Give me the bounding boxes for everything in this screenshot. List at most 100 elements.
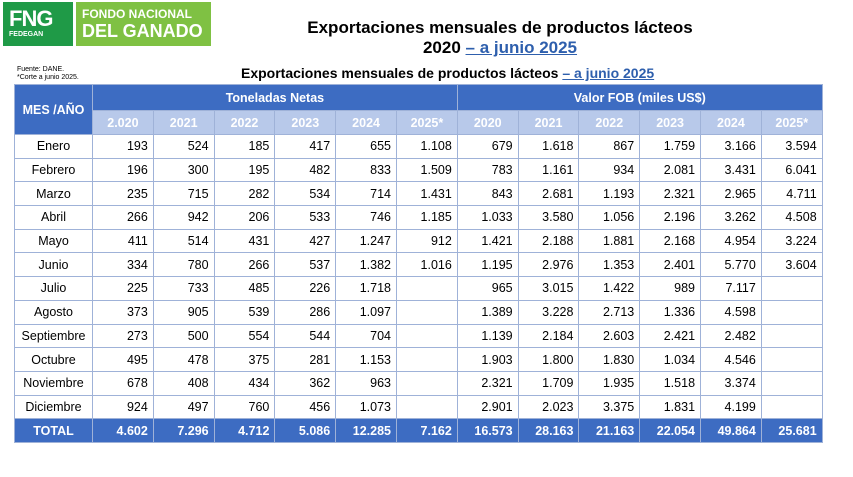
value-cell: 500 xyxy=(152,323,215,349)
value-cell: 1.033 xyxy=(456,205,519,230)
value-cell: 1.139 xyxy=(456,323,519,349)
value-cell: 843 xyxy=(456,181,519,207)
total-cell: 16.573 xyxy=(456,418,519,444)
value-cell: 3.431 xyxy=(700,157,762,183)
value-cell: 3.224 xyxy=(760,228,823,254)
value-cell: 300 xyxy=(152,157,215,183)
total-cell: 7.296 xyxy=(152,418,215,444)
table-title: Exportaciones mensuales de productos lác… xyxy=(241,65,654,81)
page-title: Exportaciones mensuales de productos lác… xyxy=(240,18,760,58)
title-period-link[interactable]: – a junio 2025 xyxy=(465,38,578,57)
value-cell xyxy=(395,394,458,420)
value-cell: 1.518 xyxy=(639,370,702,396)
value-cell: 1.759 xyxy=(639,134,702,159)
value-cell: 2.321 xyxy=(639,181,702,207)
value-cell: 1.422 xyxy=(578,276,641,301)
year-header-fob: 2023 xyxy=(639,110,702,135)
value-cell: 760 xyxy=(213,394,276,420)
value-cell: 485 xyxy=(213,276,276,301)
value-cell: 1.831 xyxy=(639,394,702,420)
value-cell: 1.800 xyxy=(517,347,580,372)
value-cell: 539 xyxy=(213,299,276,325)
table-row: Mayo 411 514 431 427 1.247 912 1.421 2.188 1.881 2… xyxy=(14,228,823,254)
total-cell: 4.602 xyxy=(92,418,154,444)
value-cell: 193 xyxy=(92,134,154,159)
value-cell: 3.604 xyxy=(760,252,823,278)
value-cell: 534 xyxy=(274,181,337,207)
total-cell: 22.054 xyxy=(639,418,702,444)
value-cell xyxy=(760,299,823,325)
value-cell: 3.580 xyxy=(517,205,580,230)
year-header-fob: 2022 xyxy=(578,110,641,135)
value-cell: 934 xyxy=(578,157,641,183)
value-cell: 1.618 xyxy=(517,134,580,159)
logo-line2: DEL GANADO xyxy=(82,21,203,41)
table-row: Diciembre 924 497 760 456 1.073 2.901 2.023 3.37… xyxy=(14,394,823,420)
value-cell xyxy=(395,370,458,396)
value-cell: 2.196 xyxy=(639,205,702,230)
year-header-fob: 2020 xyxy=(456,110,519,135)
table-row: Enero 193 524 185 417 655 1.108 679 1.618 867 1.75… xyxy=(14,134,823,159)
value-cell: 905 xyxy=(152,299,215,325)
value-cell: 2.901 xyxy=(456,394,519,420)
value-cell: 3.228 xyxy=(517,299,580,325)
month-cell: Agosto xyxy=(14,299,93,325)
value-cell: 362 xyxy=(274,370,337,396)
value-cell: 4.508 xyxy=(760,205,823,230)
table-row: Marzo 235 715 282 534 714 1.431 843 2.681 1.193 2.… xyxy=(14,181,823,207)
total-cell: 7.162 xyxy=(395,418,458,444)
logo-sub: FEDEGAN xyxy=(9,31,44,38)
value-cell: 225 xyxy=(92,276,154,301)
table-title-link[interactable]: – a junio 2025 xyxy=(562,65,655,81)
total-row: TOTAL 4.602 7.296 4.712 5.086 12.285 7.162 16.5… xyxy=(14,418,823,444)
value-cell: 3.374 xyxy=(700,370,762,396)
year-header-fob: 2021 xyxy=(517,110,580,135)
value-cell: 408 xyxy=(152,370,215,396)
year-header-tons: 2023 xyxy=(274,110,337,135)
value-cell: 1.389 xyxy=(456,299,519,325)
value-cell: 704 xyxy=(335,323,397,349)
exports-table: MES /AÑO Toneladas Netas Valor FOB (mile… xyxy=(14,84,823,444)
value-cell: 1.431 xyxy=(395,181,458,207)
value-cell: 1.718 xyxy=(335,276,397,301)
value-cell: 478 xyxy=(152,347,215,372)
value-cell: 1.185 xyxy=(395,205,458,230)
value-cell: 1.193 xyxy=(578,181,641,207)
value-cell: 1.353 xyxy=(578,252,641,278)
value-cell xyxy=(760,276,823,301)
value-cell: 497 xyxy=(152,394,215,420)
value-cell: 2.321 xyxy=(456,370,519,396)
value-cell: 524 xyxy=(152,134,215,159)
fng-logo-mark: FNG FEDEGAN xyxy=(3,2,73,46)
value-cell: 924 xyxy=(92,394,154,420)
value-cell: 1.097 xyxy=(335,299,397,325)
total-cell: 28.163 xyxy=(517,418,580,444)
table-row: Noviembre 678 408 434 362 963 2.321 1.709 1.935 1… xyxy=(14,370,823,396)
table-title-text: Exportaciones mensuales de productos lác… xyxy=(241,65,563,81)
group-header-fob: Valor FOB (miles US$) xyxy=(456,84,823,111)
value-cell: 1.016 xyxy=(395,252,458,278)
value-cell: 206 xyxy=(213,205,276,230)
value-cell: 655 xyxy=(335,134,397,159)
fng-logo: FNG FEDEGAN FONDO NACIONAL DEL GANADO xyxy=(3,2,211,46)
value-cell: 334 xyxy=(92,252,154,278)
value-cell: 434 xyxy=(213,370,276,396)
value-cell xyxy=(395,347,458,372)
total-cell: 12.285 xyxy=(335,418,397,444)
value-cell: 1.881 xyxy=(578,228,641,254)
value-cell: 1.903 xyxy=(456,347,519,372)
table-row: Agosto 373 905 539 286 1.097 1.389 3.228 2.713 1.… xyxy=(14,299,823,325)
group-header-tons: Toneladas Netas xyxy=(92,84,458,111)
year-header-tons: 2022 xyxy=(213,110,276,135)
value-cell: 5.770 xyxy=(700,252,762,278)
fng-logo-name: FONDO NACIONAL DEL GANADO xyxy=(76,2,211,46)
total-cell: 25.681 xyxy=(760,418,823,444)
value-cell: 963 xyxy=(335,370,397,396)
value-cell: 678 xyxy=(92,370,154,396)
value-cell: 1.108 xyxy=(395,134,458,159)
value-cell: 733 xyxy=(152,276,215,301)
value-cell: 867 xyxy=(578,134,641,159)
value-cell xyxy=(395,276,458,301)
value-cell: 2.188 xyxy=(517,228,580,254)
corner-header: MES /AÑO xyxy=(14,84,93,135)
